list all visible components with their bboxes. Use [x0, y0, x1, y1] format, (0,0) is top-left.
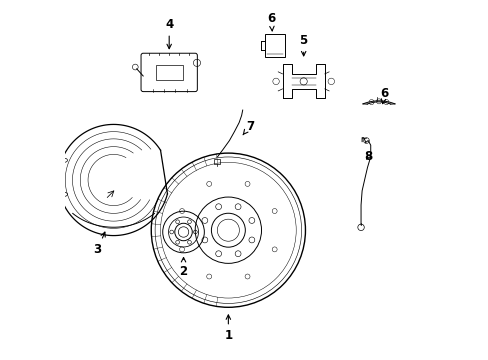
Text: 5: 5	[299, 33, 307, 56]
Bar	[214, 159, 220, 164]
Text: 1: 1	[224, 315, 232, 342]
Text: 7: 7	[243, 120, 253, 135]
Text: 6: 6	[267, 12, 275, 31]
Bar	[264, 35, 285, 57]
Text: 3: 3	[93, 232, 105, 256]
Bar	[155, 65, 183, 80]
Text: 8: 8	[364, 150, 371, 163]
Text: 4: 4	[165, 18, 173, 49]
Text: 2: 2	[179, 257, 187, 278]
Text: 6: 6	[380, 87, 387, 104]
